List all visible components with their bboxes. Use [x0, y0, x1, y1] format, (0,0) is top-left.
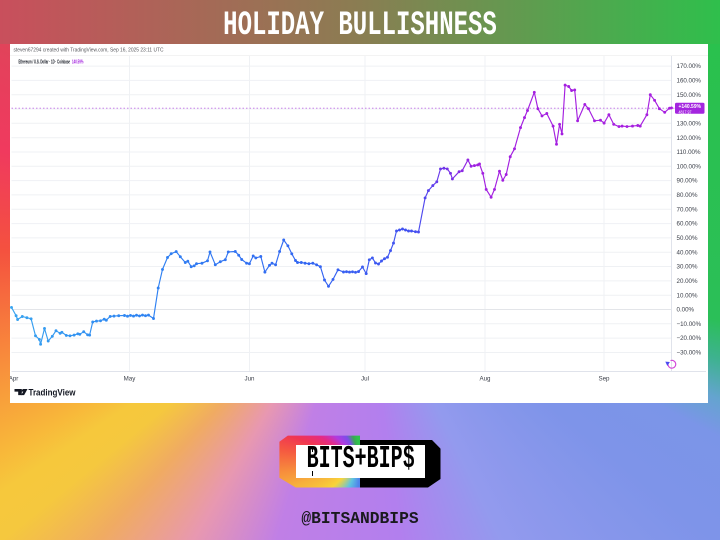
svg-text:−30.00%: −30.00%: [677, 350, 702, 357]
svg-text:170.00%: 170.00%: [677, 63, 702, 70]
svg-text:TradingView: TradingView: [29, 387, 77, 397]
svg-text:140.59%: 140.59%: [72, 59, 84, 65]
svg-text:130.00%: 130.00%: [677, 120, 702, 127]
svg-text:0.00%: 0.00%: [677, 307, 695, 314]
svg-text:90.00%: 90.00%: [677, 178, 698, 185]
svg-text:Jun: Jun: [245, 376, 256, 383]
svg-text:Ethereum / U.S. Dollar · 1D ·: Ethereum / U.S. Dollar · 1D · Coinbase: [19, 59, 71, 65]
svg-text:110.00%: 110.00%: [677, 149, 701, 156]
svg-text:20.00%: 20.00%: [677, 278, 698, 285]
svg-text:Aug: Aug: [479, 376, 491, 383]
svg-text:160.00%: 160.00%: [677, 78, 702, 85]
svg-text:Sep: Sep: [598, 376, 610, 383]
svg-text:−10.00%: −10.00%: [677, 321, 702, 328]
svg-text:10.00%: 10.00%: [677, 292, 698, 299]
svg-text:Jul: Jul: [361, 376, 369, 383]
svg-text:150.00%: 150.00%: [677, 92, 702, 99]
svg-text:120.00%: 120.00%: [677, 135, 702, 142]
svg-text:4817.97: 4817.97: [679, 109, 692, 114]
svg-text:70.00%: 70.00%: [677, 206, 698, 213]
svg-text:40.00%: 40.00%: [677, 249, 698, 256]
svg-text:50.00%: 50.00%: [677, 235, 698, 242]
svg-text:80.00%: 80.00%: [677, 192, 698, 199]
svg-text:Apr: Apr: [10, 376, 18, 383]
svg-text:−20.00%: −20.00%: [677, 335, 702, 342]
svg-text:May: May: [124, 376, 137, 383]
svg-text:60.00%: 60.00%: [677, 221, 698, 228]
svg-text:100.00%: 100.00%: [677, 163, 702, 170]
svg-text:+140.59%: +140.59%: [679, 104, 702, 110]
svg-text:steven67294 created with Tradi: steven67294 created with TradingView.com…: [14, 48, 164, 54]
svg-text:30.00%: 30.00%: [677, 264, 698, 271]
